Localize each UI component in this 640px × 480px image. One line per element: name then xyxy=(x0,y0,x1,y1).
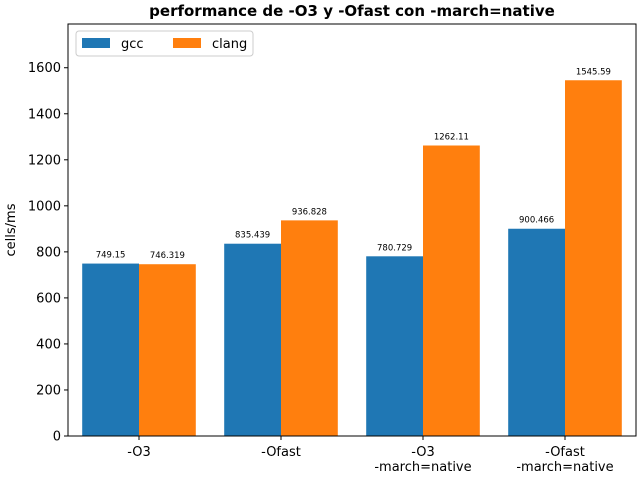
x-tick-label-1-0: -Ofast xyxy=(261,445,301,460)
legend-swatch-clang xyxy=(173,38,201,48)
bar-clang-1 xyxy=(281,220,338,436)
legend-label-clang: clang xyxy=(212,37,247,52)
legend-label-gcc: gcc xyxy=(121,37,144,52)
chart-title: performance de -O3 y -Ofast con -march=n… xyxy=(149,2,555,20)
y-tick-label-1: 200 xyxy=(36,383,61,398)
x-tick-label-3-0: -Ofast xyxy=(545,445,585,460)
bar-clang-2 xyxy=(423,145,480,436)
y-tick-label-4: 800 xyxy=(36,245,61,260)
plot-area: 749.15 835.439 780.729 900.466 746.319 936.82… xyxy=(28,23,637,475)
y-tick-label-7: 1400 xyxy=(28,107,61,122)
plot-frame xyxy=(67,23,637,437)
y-axis-label: cells/ms xyxy=(4,203,19,256)
data-label-clang-2: 1262.11 xyxy=(434,133,469,143)
x-tick-label-3-1: -march=native xyxy=(516,460,613,475)
y-tick-label-2: 400 xyxy=(36,337,61,352)
data-label-gcc-2: 780.729 xyxy=(377,243,412,253)
data-label-clang-3: 1545.59 xyxy=(576,67,611,77)
x-tick-label-2-0: -O3 xyxy=(411,445,435,460)
x-tick-label-2-1: -march=native xyxy=(374,460,471,475)
y-tick-label-6: 1200 xyxy=(28,153,61,168)
y-tick-label-5: 1000 xyxy=(28,199,61,214)
bar-clang-3 xyxy=(565,80,622,437)
data-label-gcc-0: 749.15 xyxy=(96,251,126,261)
data-label-clang-1: 936.828 xyxy=(292,207,327,217)
data-label-gcc-3: 900.466 xyxy=(519,216,554,226)
y-tick-label-8: 1600 xyxy=(28,61,61,76)
bar-gcc-2 xyxy=(366,256,423,436)
legend-swatch-gcc xyxy=(82,38,110,48)
bar-gcc-0 xyxy=(82,263,139,436)
bar-clang-0 xyxy=(139,264,196,436)
bar-gcc-1 xyxy=(224,243,281,436)
bar-gcc-3 xyxy=(508,228,565,436)
legend-box xyxy=(75,30,254,57)
data-label-gcc-1: 835.439 xyxy=(235,231,270,241)
y-tick-label-0: 0 xyxy=(53,430,61,445)
data-label-clang-0: 746.319 xyxy=(150,251,185,261)
x-tick-label-0-0: -O3 xyxy=(127,445,151,460)
y-tick-label-3: 600 xyxy=(36,291,61,306)
